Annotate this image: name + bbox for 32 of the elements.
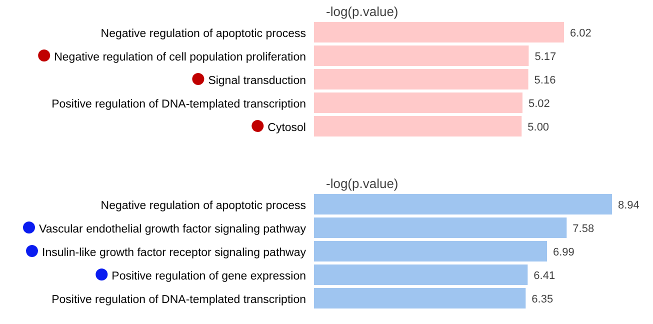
y-tick-label: Vascular endothelial growth factor signaling pathway	[39, 224, 306, 236]
bar	[314, 22, 564, 42]
data-label: 6.02	[570, 27, 592, 40]
bar	[314, 46, 529, 66]
bar	[314, 241, 547, 262]
y-tick-label: Negative regulation of apoptotic process	[100, 200, 306, 212]
data-label: 5.17	[534, 50, 556, 63]
y-tick-label: Signal transduction	[208, 75, 306, 87]
y-tick-label: Negative regulation of cell population proliferation	[54, 52, 306, 64]
bar	[314, 69, 528, 90]
data-label: 6.35	[532, 293, 554, 306]
data-label: 7.58	[572, 222, 594, 235]
data-label: 5.02	[528, 98, 550, 110]
data-label: 5.00	[528, 121, 550, 134]
bar	[314, 264, 528, 285]
y-tick-label: Positive regulation of DNA-templated transcription	[52, 294, 306, 306]
y-tick-label: Positive regulation of gene expression	[112, 270, 306, 282]
y-tick-label: Positive regulation of DNA-templated transcription	[52, 98, 306, 110]
bar	[314, 194, 612, 214]
data-label: 5.16	[534, 74, 556, 86]
x-axis-title: -log(p.value)	[326, 176, 398, 191]
data-label: 6.99	[553, 246, 574, 258]
y-tick-label: Insulin-like growth factor receptor signaling pathway	[42, 247, 306, 259]
data-label: 6.41	[534, 270, 556, 282]
x-axis-title: -log(p.value)	[326, 4, 398, 19]
bar	[314, 218, 567, 238]
y-tick-label: Cytosol	[268, 122, 306, 134]
data-label: 8.94	[618, 199, 640, 212]
bar	[314, 116, 522, 136]
y-tick-label: Negative regulation of apoptotic process	[100, 28, 306, 40]
bar	[314, 92, 522, 113]
bar	[314, 288, 526, 308]
